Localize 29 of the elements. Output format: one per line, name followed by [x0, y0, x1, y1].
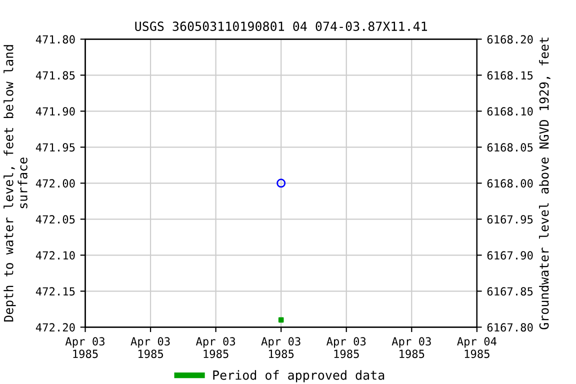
- y-tick-label: 471.80: [36, 35, 75, 44]
- x-tick-label: Apr 03 1985: [65, 337, 104, 358]
- x-tick-label: Apr 03 1985: [196, 337, 236, 358]
- y2-tick-label: 6167.95: [487, 215, 533, 224]
- x-tick-label: Apr 03 1985: [392, 337, 431, 358]
- y2-tick-label: 6168.10: [487, 107, 533, 116]
- y-tick-label: 472.15: [36, 287, 75, 296]
- x-tick-label: Apr 03 1985: [326, 337, 366, 358]
- y2-tick-label: 6167.80: [487, 323, 533, 332]
- chart-title: USGS 360503110190801 04 074-03.87X11.41: [135, 22, 427, 32]
- x-tick-label: Apr 04 1985: [457, 337, 496, 358]
- y2-tick-label: 6168.05: [487, 143, 533, 152]
- x-tick-label: Apr 03 1985: [130, 337, 170, 358]
- y-axis-title: Depth to water level, feet below land surface: [4, 45, 28, 322]
- legend-label: Period of approved data: [213, 370, 384, 382]
- y-tick-label: 471.85: [36, 71, 75, 80]
- y2-tick-label: 6168.15: [487, 71, 533, 80]
- y-tick-label: 472.05: [36, 215, 75, 224]
- y-tick-label: 471.90: [36, 107, 75, 116]
- y2-axis-title: Groundwater level above NGVD 1929, feet: [539, 38, 550, 330]
- y-tick-label: 472.00: [36, 179, 75, 188]
- y2-tick-label: 6167.90: [487, 251, 533, 260]
- x-tick-label: Apr 03 1985: [261, 337, 300, 358]
- y-tick-label: 472.10: [36, 251, 75, 260]
- y-tick-label: 471.95: [36, 143, 75, 152]
- y2-tick-label: 6168.20: [487, 35, 533, 44]
- y2-tick-label: 6167.85: [487, 287, 533, 296]
- y2-tick-label: 6168.00: [487, 179, 533, 188]
- y-tick-label: 472.20: [36, 323, 75, 332]
